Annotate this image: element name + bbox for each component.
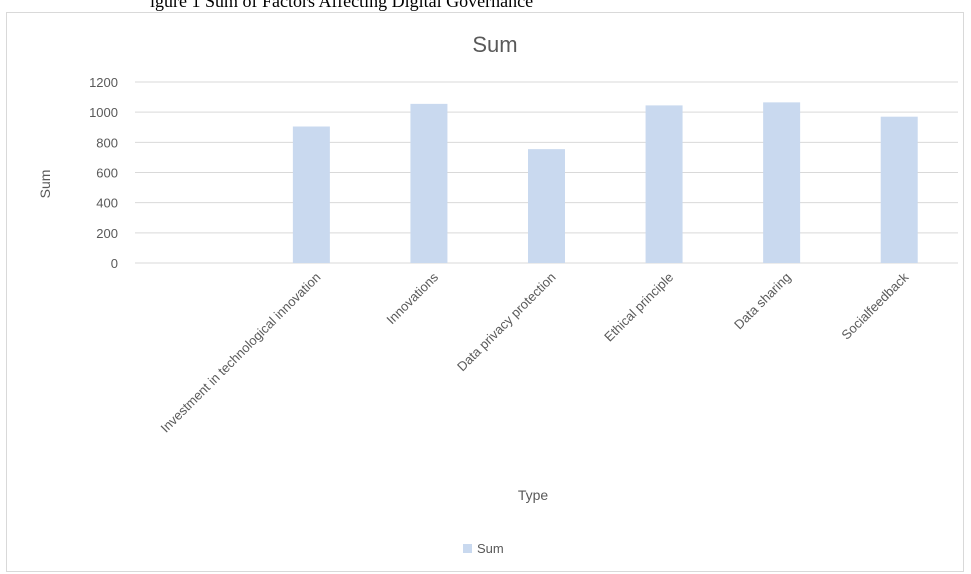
x-tick-label: Data privacy protection [454,270,559,375]
y-tick-label: 1000 [89,105,118,120]
bar [880,116,918,263]
x-tick-label: Socialfeedback [838,269,911,342]
legend-swatch [463,544,472,553]
legend-label: Sum [477,541,504,556]
y-tick-label: 0 [111,256,118,271]
x-tick-label: Data sharing [731,270,794,333]
y-tick-label: 600 [96,166,118,181]
bar [528,149,565,263]
x-axis-label: Type [518,487,549,503]
cut-off-caption-text: igure 1 Sum of Factors Affecting Digital… [150,0,534,11]
chart-frame [6,12,964,572]
y-tick-label: 800 [96,135,118,150]
y-tick-label: 1200 [89,75,118,90]
legend: Sum [463,541,504,556]
y-axis-ticks: 0 200 400 600 800 1000 1200 [89,75,118,271]
chart-title: Sum [472,32,517,57]
x-tick-label: Investment in technological innovation [158,270,324,436]
bars [292,102,918,263]
y-axis-label: Sum [37,170,53,199]
bar [410,103,448,263]
y-tick-label: 400 [96,196,118,211]
cut-off-caption: igure 1 Sum of Factors Affecting Digital… [0,0,971,12]
bar [763,102,801,263]
x-tick-label: Innovations [383,269,441,327]
y-tick-label: 200 [96,226,118,241]
x-tick-label: Ethical principle [601,270,676,345]
x-axis-ticks: Investment in technological innovation In… [158,269,912,435]
bar [292,126,330,263]
bar [645,105,683,263]
